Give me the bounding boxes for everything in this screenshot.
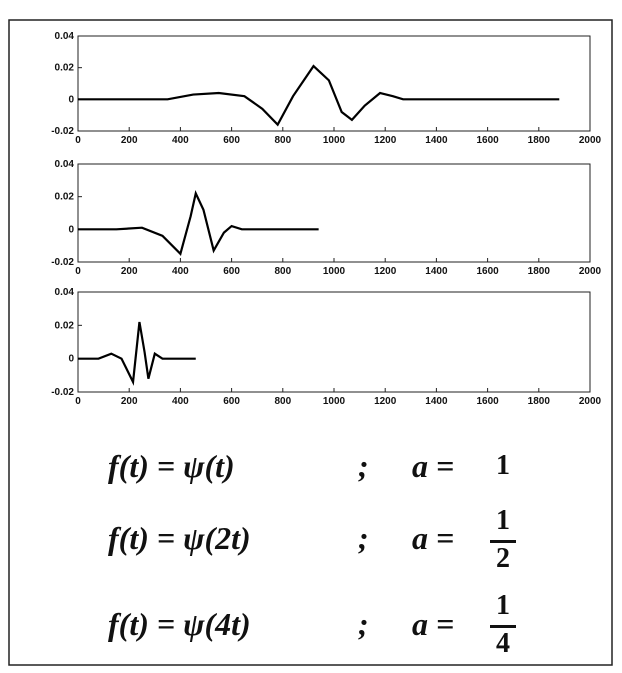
y-tick-label: -0.02	[51, 126, 74, 137]
equation-sep: ;	[358, 520, 369, 556]
x-tick-label: 200	[121, 266, 138, 277]
x-tick-label: 600	[223, 266, 240, 277]
x-tick-label: 400	[172, 266, 189, 277]
equation-sep: ;	[358, 606, 369, 642]
x-tick-label: 400	[172, 135, 189, 146]
x-tick-label: 1800	[528, 135, 551, 146]
fraction-numerator: 1	[496, 590, 510, 621]
x-tick-label: 1800	[528, 396, 551, 407]
frame	[8, 19, 613, 666]
x-tick-label: 0	[75, 396, 81, 407]
x-tick-label: 1000	[323, 396, 346, 407]
y-tick-label: 0.04	[55, 287, 75, 298]
x-tick-label: 1800	[528, 266, 551, 277]
wave-line	[78, 190, 319, 256]
fraction-denominator: 4	[496, 628, 510, 659]
x-tick-label: 400	[172, 396, 189, 407]
y-tick-label: 0.02	[55, 192, 75, 203]
x-tick-label: 1600	[476, 266, 499, 277]
y-tick-label: 0	[68, 94, 74, 105]
equation-sep: ;	[358, 448, 369, 484]
x-tick-label: 2000	[579, 266, 602, 277]
x-tick-label: 0	[75, 135, 81, 146]
x-tick-label: 1200	[374, 266, 397, 277]
axes-box	[77, 291, 591, 393]
x-tick-label: 600	[223, 135, 240, 146]
x-tick-label: 1000	[323, 135, 346, 146]
x-tick-label: 1400	[425, 266, 448, 277]
x-tick-label: 800	[274, 396, 291, 407]
equation-lhs: f(t) = ψ(4t)	[108, 606, 251, 642]
wave-line	[78, 64, 560, 127]
x-tick-label: 1200	[374, 396, 397, 407]
x-tick-label: 0	[75, 266, 81, 277]
x-tick-label: 600	[223, 396, 240, 407]
y-tick-label: -0.02	[51, 257, 74, 268]
axes-box	[77, 35, 591, 132]
wave-line	[78, 321, 196, 386]
x-tick-label: 1600	[476, 135, 499, 146]
y-tick-label: 0.04	[55, 159, 75, 170]
y-tick-label: 0	[68, 354, 74, 365]
x-tick-label: 800	[274, 266, 291, 277]
equation-a: a =	[412, 520, 455, 556]
x-tick-label: 1600	[476, 396, 499, 407]
equation-a: a =	[412, 448, 455, 484]
equation-lhs: f(t) = ψ(2t)	[108, 520, 251, 556]
axes-box	[77, 163, 591, 263]
x-tick-label: 2000	[579, 396, 602, 407]
x-tick-label: 200	[121, 135, 138, 146]
x-tick-label: 1400	[425, 396, 448, 407]
y-tick-label: 0.02	[55, 63, 75, 74]
x-tick-label: 1000	[323, 266, 346, 277]
equation-value: 1	[496, 450, 510, 481]
y-tick-label: 0	[68, 224, 74, 235]
y-tick-label: 0.02	[55, 320, 75, 331]
x-tick-label: 800	[274, 135, 291, 146]
x-tick-label: 200	[121, 396, 138, 407]
x-tick-label: 1400	[425, 135, 448, 146]
fraction-bar	[490, 625, 516, 628]
y-tick-label: -0.02	[51, 387, 74, 398]
fraction-bar	[490, 540, 516, 543]
equation-lhs: f(t) = ψ(t)	[108, 448, 235, 484]
x-tick-label: 2000	[579, 135, 602, 146]
fraction-denominator: 2	[496, 543, 510, 574]
fraction-numerator: 1	[496, 505, 510, 536]
equation-a: a =	[412, 606, 455, 642]
y-tick-label: 0.04	[55, 31, 75, 42]
x-tick-label: 1200	[374, 135, 397, 146]
